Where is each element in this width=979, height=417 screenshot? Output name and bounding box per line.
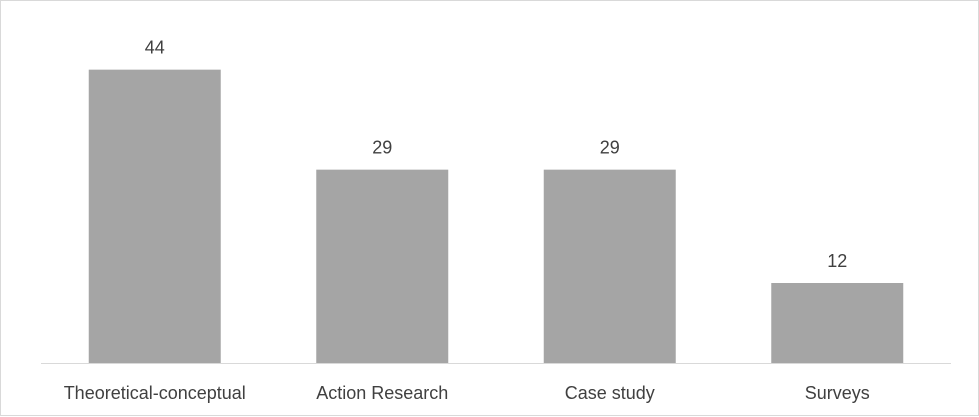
- data-label: 12: [827, 251, 847, 271]
- data-labels: 44 29 29 12: [145, 38, 848, 271]
- bar-case-study: [543, 169, 676, 363]
- bar-surveys: [771, 283, 904, 363]
- x-tick-label: Surveys: [805, 383, 870, 403]
- bar-theoretical-conceptual: [88, 69, 221, 364]
- data-label: 44: [145, 38, 165, 58]
- bars: [88, 69, 904, 364]
- data-label: 29: [372, 138, 392, 158]
- bar-action-research: [316, 169, 449, 363]
- x-tick-label: Case study: [565, 383, 655, 403]
- x-tick-label: Action Research: [316, 383, 448, 403]
- x-tick-labels: Theoretical-conceptual Action Research Cas…: [64, 383, 870, 403]
- data-label: 29: [600, 138, 620, 158]
- x-tick-label: Theoretical-conceptual: [64, 383, 246, 403]
